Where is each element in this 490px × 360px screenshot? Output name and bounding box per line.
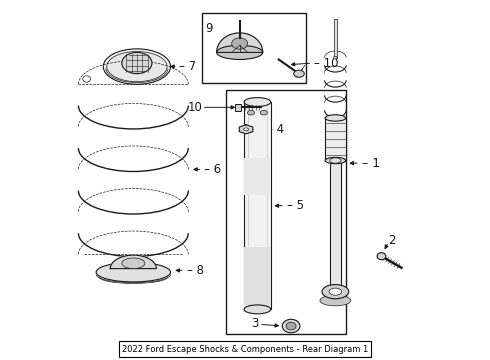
Ellipse shape xyxy=(244,128,248,131)
Ellipse shape xyxy=(83,76,91,82)
Ellipse shape xyxy=(247,111,255,115)
Text: – 4: – 4 xyxy=(268,123,285,136)
Ellipse shape xyxy=(96,262,171,282)
Ellipse shape xyxy=(320,295,351,306)
Ellipse shape xyxy=(329,288,342,295)
Ellipse shape xyxy=(334,56,337,59)
Ellipse shape xyxy=(377,253,386,260)
Ellipse shape xyxy=(260,111,268,115)
Polygon shape xyxy=(217,33,263,53)
Ellipse shape xyxy=(330,158,341,163)
Text: – 1: – 1 xyxy=(362,157,380,170)
Ellipse shape xyxy=(294,70,304,77)
Text: – 7: – 7 xyxy=(179,60,196,73)
Bar xyxy=(235,104,242,111)
Ellipse shape xyxy=(217,45,263,59)
Ellipse shape xyxy=(325,157,345,164)
Ellipse shape xyxy=(122,53,152,74)
Bar xyxy=(244,158,270,195)
Bar xyxy=(202,13,306,82)
Ellipse shape xyxy=(103,49,171,84)
Ellipse shape xyxy=(244,305,270,314)
Text: 3: 3 xyxy=(251,317,258,330)
Text: 2022 Ford Escape Shocks & Components - Rear Diagram 1: 2022 Ford Escape Shocks & Components - R… xyxy=(122,345,368,354)
Ellipse shape xyxy=(232,38,247,49)
Bar xyxy=(244,102,270,309)
Ellipse shape xyxy=(325,115,345,121)
Text: 10: 10 xyxy=(188,101,202,114)
Ellipse shape xyxy=(282,319,300,333)
Ellipse shape xyxy=(122,258,145,269)
Bar xyxy=(330,161,341,292)
Ellipse shape xyxy=(107,51,167,82)
Text: – 10: – 10 xyxy=(314,57,339,69)
Text: – 8: – 8 xyxy=(187,264,203,277)
Polygon shape xyxy=(110,255,156,269)
Ellipse shape xyxy=(322,284,349,299)
Bar xyxy=(334,19,337,58)
Text: – 6: – 6 xyxy=(204,163,221,176)
Text: – 5: – 5 xyxy=(287,199,304,212)
Bar xyxy=(325,118,345,161)
Ellipse shape xyxy=(286,322,296,330)
Ellipse shape xyxy=(244,98,270,107)
Text: 2: 2 xyxy=(389,234,396,247)
Polygon shape xyxy=(239,125,253,134)
Text: 9: 9 xyxy=(205,22,213,35)
Bar xyxy=(225,90,346,334)
Bar xyxy=(244,247,270,309)
